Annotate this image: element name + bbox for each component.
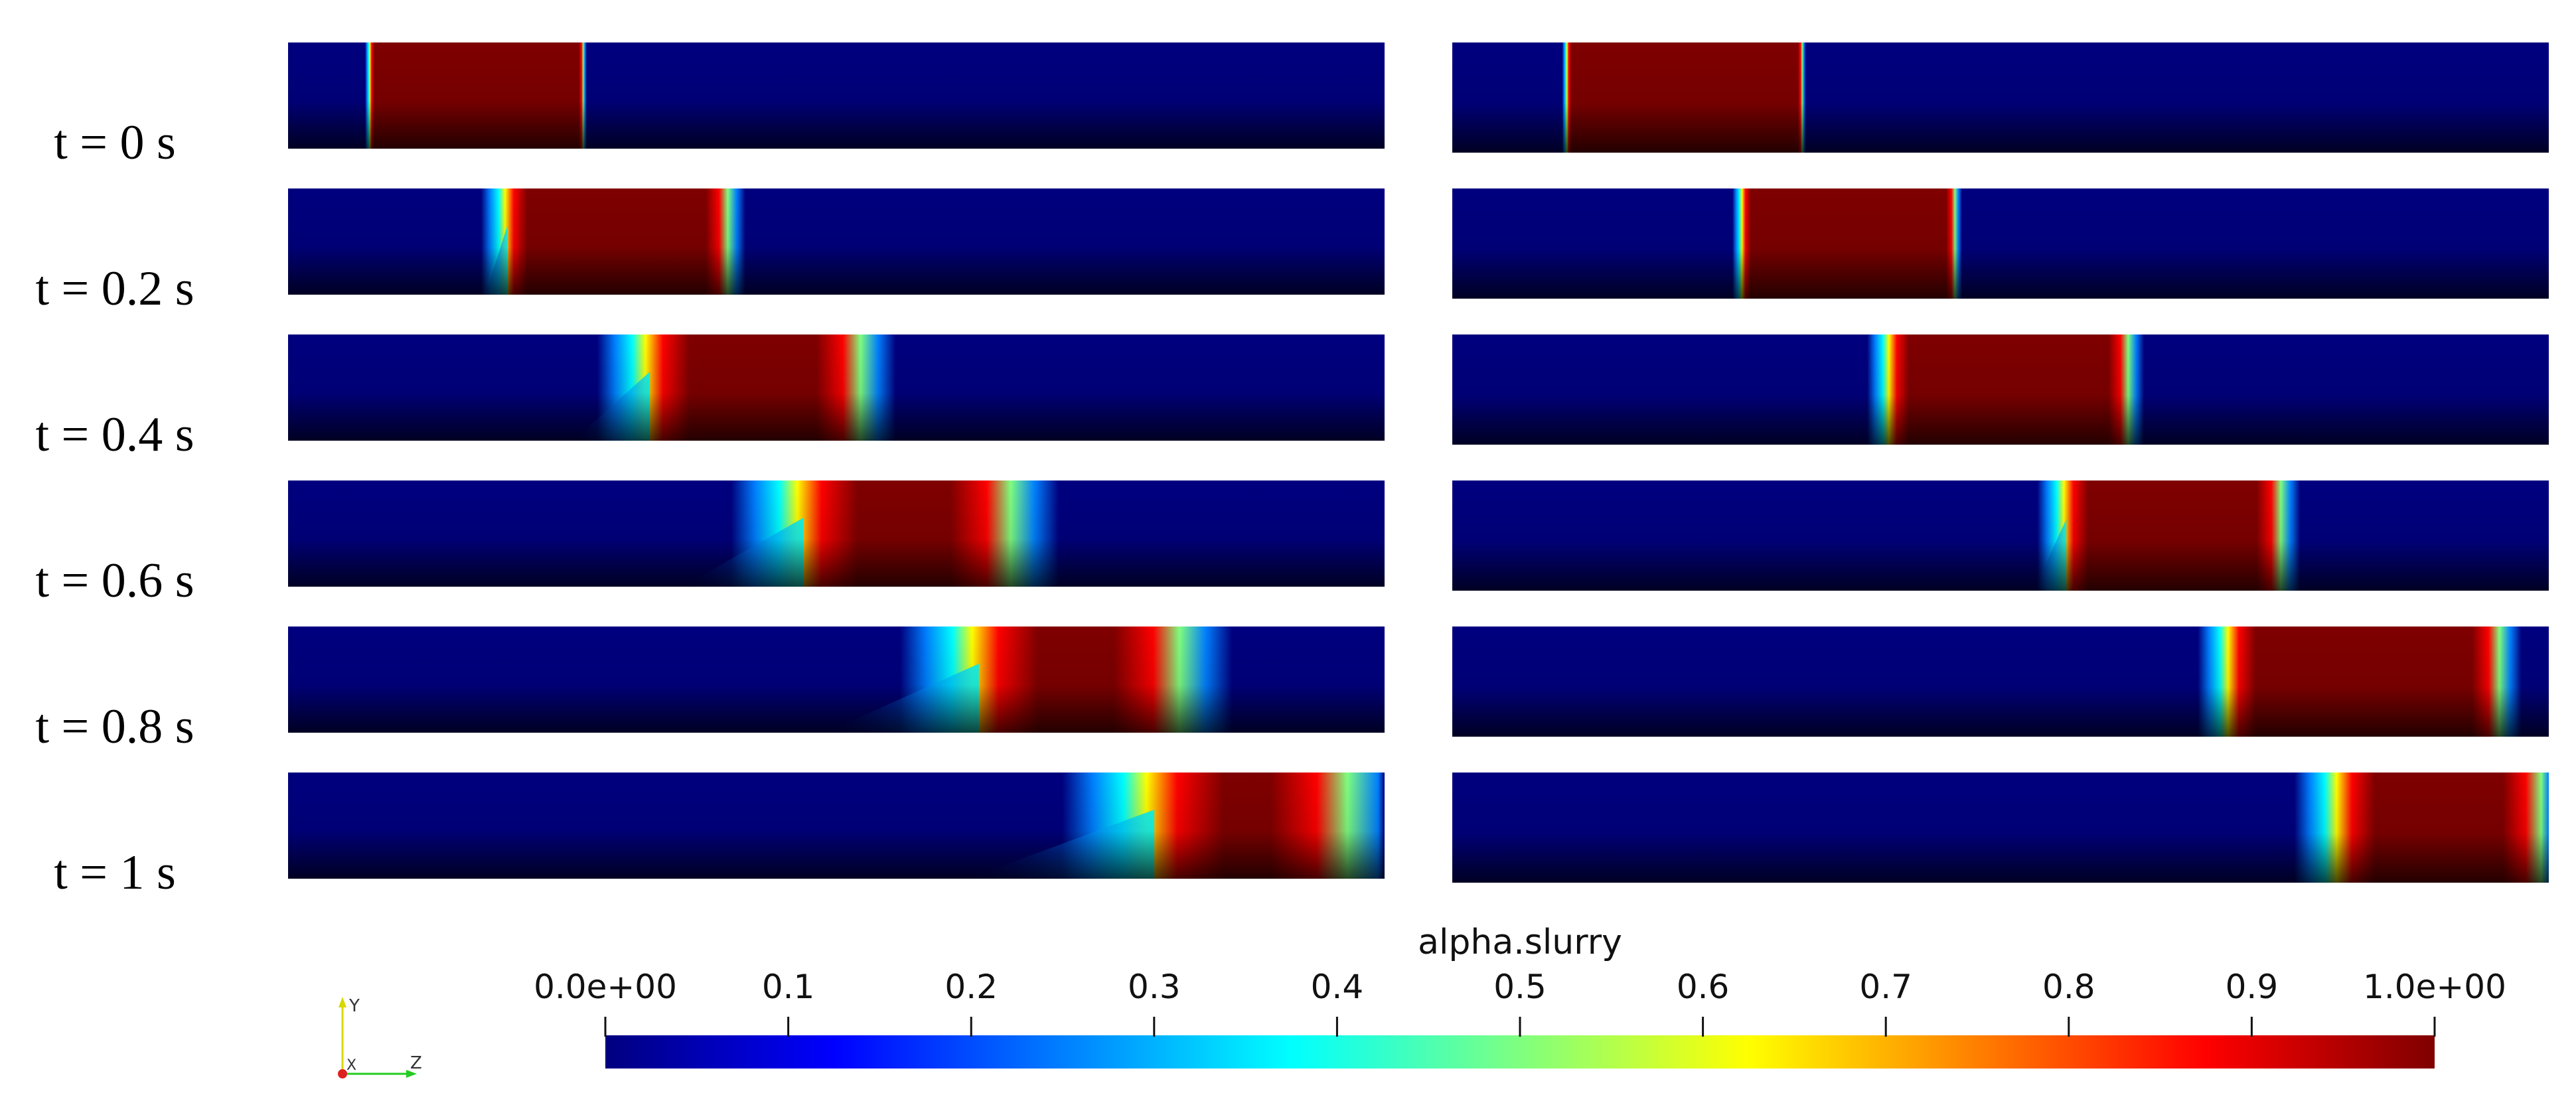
pipe-right-0	[1452, 42, 2549, 153]
x-axis-label: X	[346, 1057, 356, 1074]
colorbar-tick-label: 0.0e+00	[534, 968, 677, 1006]
y-axis-label: Y	[348, 996, 360, 1016]
colorbar-tick-label: 1.0e+00	[2363, 968, 2506, 1006]
pipe-left-3	[288, 480, 1385, 587]
pipe-shading	[1452, 480, 2549, 591]
pipe-shading	[288, 480, 1385, 587]
time-label-3: t = 0.6 s	[35, 554, 194, 608]
pipe-left-0	[288, 42, 1385, 149]
z-axis-arrow	[406, 1070, 417, 1078]
time-label-4: t = 0.8 s	[35, 700, 194, 754]
colorbar-title: alpha.slurry	[1418, 922, 1622, 962]
pipe-shading	[1452, 334, 2549, 445]
time-label-0: t = 0 s	[54, 115, 176, 170]
z-axis-label: Z	[410, 1053, 422, 1073]
colorbar-tick-label: 0.6	[1676, 968, 1730, 1006]
pipe-right-1	[1452, 188, 2549, 299]
colorbar-tick-label: 0.5	[1493, 968, 1547, 1006]
y-axis-arrow	[339, 997, 346, 1007]
pipe-shading	[1452, 188, 2549, 299]
pipe-right-5	[1452, 773, 2549, 883]
colorbar-gradient	[605, 1035, 2435, 1069]
colorbar-tick-label: 0.2	[945, 968, 998, 1006]
colorbar-tick-label: 0.3	[1128, 968, 1181, 1006]
pipe-left-1	[288, 188, 1385, 295]
pipe-shading	[288, 773, 1385, 879]
pipe-shading	[288, 188, 1385, 295]
colorbar-tick-label: 0.1	[761, 968, 815, 1006]
x-axis-dot	[338, 1069, 347, 1078]
colorbar-tick-label: 0.8	[2042, 968, 2095, 1006]
pipe-shading	[1452, 42, 2549, 153]
colorbar-tick-label: 0.4	[1310, 968, 1364, 1006]
pipe-right-2	[1452, 334, 2549, 445]
pipe-left-4	[288, 627, 1385, 733]
pipe-right-4	[1452, 627, 2549, 737]
pipe-left-5	[288, 773, 1385, 879]
time-label-2: t = 0.4 s	[35, 407, 194, 462]
pipe-shading	[1452, 773, 2549, 883]
pipe-left-2	[288, 334, 1385, 441]
colorbar-tick-label: 0.7	[1859, 968, 1912, 1006]
pipe-shading	[288, 334, 1385, 441]
time-label-5: t = 1 s	[54, 846, 176, 900]
pipe-right-3	[1452, 480, 2549, 591]
axes-triad-icon: Y X Z	[338, 996, 422, 1078]
pipe-shading	[288, 627, 1385, 733]
time-label-1: t = 0.2 s	[35, 261, 194, 316]
colorbar-tick-label: 0.9	[2225, 968, 2279, 1006]
pipe-shading	[288, 42, 1385, 149]
pipe-shading	[1452, 627, 2549, 737]
